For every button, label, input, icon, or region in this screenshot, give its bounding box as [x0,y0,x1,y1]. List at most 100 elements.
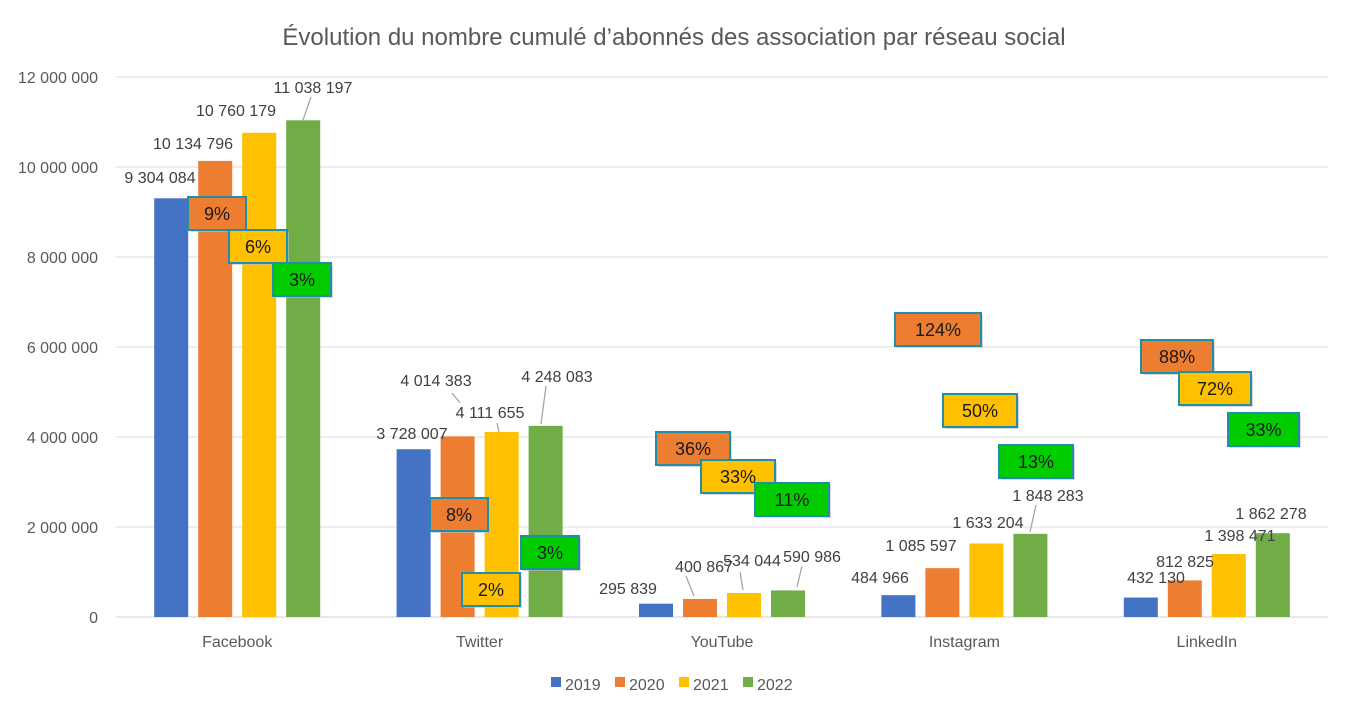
svg-text:124%: 124% [915,320,961,340]
legend-label: 2021 [693,677,729,694]
legend-item-2019: 2019 [551,677,601,694]
data-label: 484 966 [851,570,909,587]
svg-text:2%: 2% [478,580,504,600]
bar-2020-facebook [198,160,233,617]
data-label: 1 633 204 [952,515,1023,532]
legend-label: 2022 [757,677,793,694]
data-label: 10 760 179 [196,103,276,120]
x-tick-label: Twitter [456,634,504,651]
svg-text:8%: 8% [446,505,472,525]
growth-annotation-youtube-2021: 33% [700,459,777,495]
bar-2022-instagram [1013,533,1048,617]
data-label: 1 398 471 [1204,528,1275,545]
leader-line [1029,504,1037,533]
y-tick-label: 4 000 000 [27,430,98,447]
bar-2022-twitter [528,425,563,617]
data-label: 4 111 655 [456,405,525,422]
legend-swatch [615,677,625,687]
leader-line [796,565,803,588]
bar-2019-facebook [154,198,189,617]
growth-annotation-twitter-2022: 3% [520,535,581,571]
svg-text:88%: 88% [1159,347,1195,367]
svg-text:50%: 50% [962,401,998,421]
leader-line [496,422,500,433]
data-label: 3 728 007 [376,426,447,443]
bar-2022-facebook [286,120,321,618]
y-tick-label: 12 000 000 [18,70,98,87]
bar-2020-youtube [683,598,717,617]
data-label: 10 134 796 [153,136,233,153]
growth-annotation-instagram-2020: 124% [894,312,983,348]
data-label: 1 862 278 [1235,506,1306,523]
svg-text:33%: 33% [720,467,756,487]
bar-2020-instagram [925,568,960,617]
bar-2022-linkedin [1255,533,1290,617]
data-label: 4 014 383 [400,373,471,390]
svg-text:11%: 11% [775,490,810,510]
bar-2019-linkedin [1123,597,1158,617]
data-label: 590 986 [783,549,841,566]
data-label: 11 038 197 [274,80,353,97]
legend-label: 2019 [565,677,601,694]
growth-annotation-facebook-2021: 6% [228,229,289,265]
y-tick-label: 0 [89,610,98,627]
bar-2020-linkedin [1167,580,1202,617]
x-tick-label: LinkedIn [1177,634,1238,651]
y-tick-label: 10 000 000 [18,160,98,177]
svg-text:33%: 33% [1245,420,1281,440]
growth-annotation-youtube-2020: 36% [655,431,732,467]
svg-text:13%: 13% [1018,452,1054,472]
bar-2021-instagram [969,543,1004,617]
svg-text:36%: 36% [675,439,711,459]
legend-item-2020: 2020 [615,677,665,694]
data-label: 9 304 084 [124,170,195,187]
data-label: 1 085 597 [885,538,956,555]
legend-swatch [679,677,689,687]
leader-line [739,571,744,591]
svg-text:6%: 6% [245,237,271,257]
growth-annotation-facebook-2022: 3% [272,262,333,298]
bar-2021-linkedin [1211,554,1246,617]
y-tick-label: 6 000 000 [27,340,98,357]
data-label: 400 867 [675,559,733,576]
svg-text:72%: 72% [1197,379,1233,399]
growth-annotation-linkedin-2020: 88% [1140,339,1215,375]
bar-2019-youtube [639,603,673,617]
y-tick-label: 8 000 000 [27,250,98,267]
growth-annotation-linkedin-2021: 72% [1178,371,1253,407]
data-label: 295 839 [599,581,657,598]
growth-annotation-twitter-2021: 2% [461,572,522,608]
y-tick-label: 2 000 000 [27,520,98,537]
data-label: 4 248 083 [521,369,592,386]
data-label: 534 044 [723,553,781,570]
growth-annotation-linkedin-2022: 33% [1227,412,1301,448]
chart-title: Évolution du nombre cumulé d’abonnés des… [282,24,1065,51]
data-label: 432 130 [1127,570,1185,587]
leader-line [685,575,695,597]
bar-2019-instagram [881,595,916,617]
growth-annotation-youtube-2022: 11% [754,482,831,518]
legend-swatch [551,677,561,687]
svg-text:3%: 3% [289,270,315,290]
growth-annotation-facebook-2020: 9% [187,196,248,232]
legend-item-2022: 2022 [743,677,793,694]
bar-2019-twitter [396,449,431,617]
growth-annotation-instagram-2022: 13% [998,444,1075,480]
legend-swatch [743,677,753,687]
data-label: 1 848 283 [1012,488,1083,505]
growth-annotation-twitter-2020: 8% [429,497,490,533]
bar-2022-youtube [771,590,805,617]
growth-annotation-instagram-2021: 50% [942,393,1019,429]
leader-line [302,96,312,121]
data-label: 812 825 [1156,554,1214,571]
x-tick-label: Instagram [929,634,1000,651]
legend-item-2021: 2021 [679,677,729,694]
leader-line [451,392,461,404]
svg-text:3%: 3% [537,543,563,563]
leader-line [540,385,547,425]
x-tick-label: YouTube [691,634,754,651]
svg-text:9%: 9% [204,204,230,224]
legend-label: 2020 [629,677,665,694]
x-tick-label: Facebook [202,634,273,651]
